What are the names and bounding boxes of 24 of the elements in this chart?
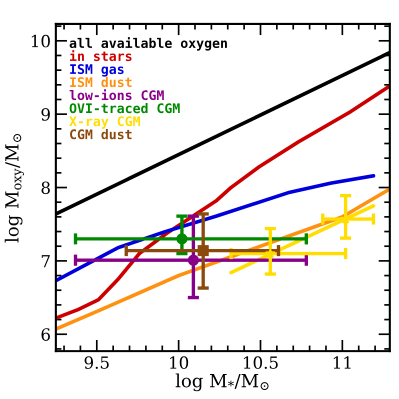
x-tick-label: 10: [170, 356, 188, 369]
y-tick-label: 6: [42, 328, 50, 341]
text: X-ray CGM: [69, 116, 140, 129]
y-tick-label: 9: [41, 108, 50, 121]
point: [188, 254, 199, 266]
text: CGM dust: [70, 129, 132, 140]
y-axis-title: log M$_{oxy}$/M$_{⊙}$: [4, 134, 24, 242]
legend-label: all available oxygen: [70, 37, 227, 51]
text: in stars: [70, 50, 132, 62]
line-series: [56, 174, 376, 282]
point: [198, 245, 209, 256]
x-axis-title: log M$_{*}$/M$_{⊙}$: [176, 374, 269, 392]
text: ISM dust: [70, 76, 132, 88]
text: ISM gas: [70, 64, 124, 77]
text: low-ions CGM: [70, 89, 164, 100]
text: OVI-traced CGM: [70, 102, 180, 114]
x-tick-label: 11: [334, 356, 351, 369]
x-tick-label: 9.5: [84, 356, 109, 369]
x-tick-label: 10.5: [244, 356, 278, 369]
y-tick-label: 7: [42, 255, 50, 268]
y-tick-label: 8: [42, 181, 50, 194]
y-tick-label: 10: [32, 34, 50, 48]
point: [176, 233, 188, 244]
point: [265, 248, 276, 258]
